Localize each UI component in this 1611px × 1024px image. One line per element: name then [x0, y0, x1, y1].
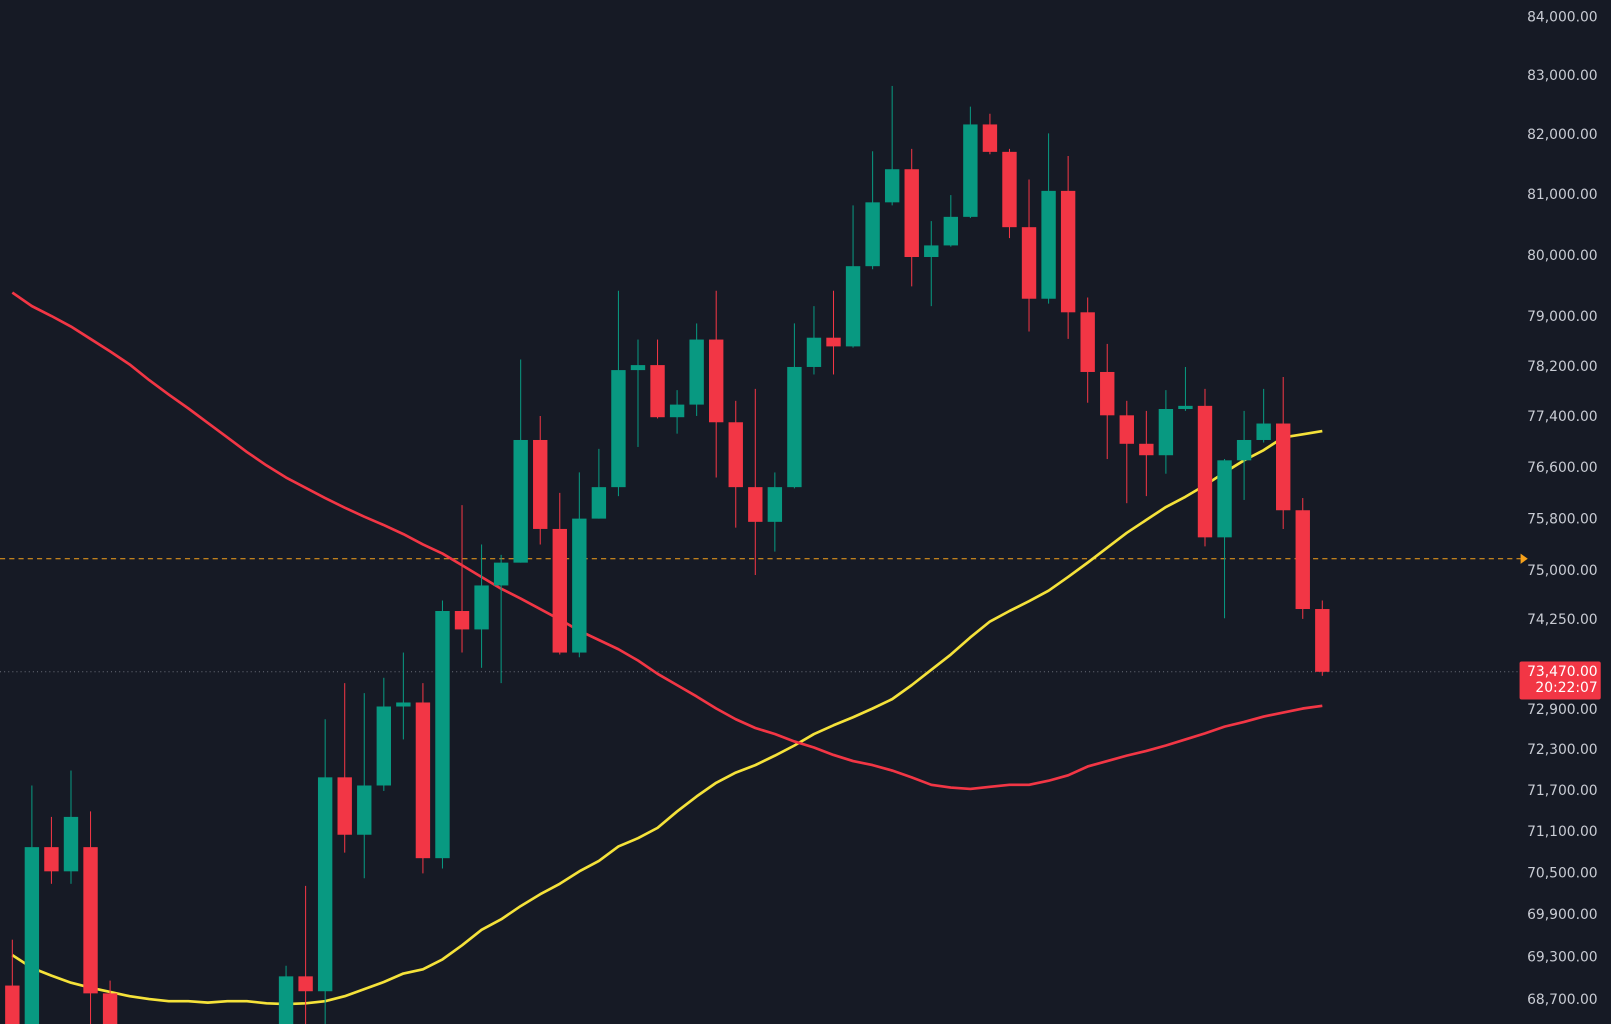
candle-body [1080, 312, 1095, 372]
candle-body [1100, 371, 1115, 416]
candle-body [865, 202, 880, 267]
candle-body [493, 562, 509, 586]
candle-body [689, 339, 704, 405]
candle-body [1178, 405, 1193, 410]
y-tick-label: 72,300.00 [1527, 742, 1598, 758]
candle-body [415, 702, 431, 859]
candle-body [102, 993, 118, 1024]
candle-body [630, 365, 646, 371]
candle-body [1119, 415, 1134, 444]
candle-body [904, 169, 919, 258]
y-tick-label: 69,900.00 [1527, 907, 1598, 923]
candle-body [572, 518, 587, 653]
y-tick-label: 84,000.00 [1527, 9, 1598, 25]
y-tick-label: 81,000.00 [1527, 187, 1598, 203]
candle-body [5, 985, 20, 1024]
candle-body [924, 245, 939, 258]
candle-body [728, 422, 743, 488]
y-tick-label: 78,200.00 [1527, 359, 1598, 375]
y-tick-label: 71,700.00 [1527, 783, 1598, 799]
candle-body [1295, 510, 1310, 610]
candle-body [454, 610, 470, 630]
candle-body [845, 266, 861, 347]
y-tick-label: 69,300.00 [1527, 949, 1598, 965]
candle-body [1217, 460, 1232, 538]
y-tick-label: 76,600.00 [1527, 460, 1598, 476]
candle-body [298, 976, 313, 992]
candle-body [1002, 151, 1017, 228]
candle-body [552, 528, 567, 653]
last-price-label: 73,470.00 [1527, 664, 1598, 680]
y-tick-label: 75,000.00 [1527, 563, 1598, 579]
candle-body [317, 777, 333, 992]
y-tick-label: 83,000.00 [1527, 68, 1598, 84]
y-tick-label: 72,900.00 [1527, 702, 1598, 718]
candle-body [1256, 423, 1271, 440]
moving-average-line [11, 291, 1323, 791]
candle-body [1276, 423, 1291, 511]
candle-body [943, 216, 959, 246]
y-tick-label: 77,400.00 [1527, 409, 1598, 425]
candle-body [376, 706, 392, 786]
candle-body [884, 169, 900, 203]
y-tick-label: 82,000.00 [1527, 127, 1598, 143]
candle-body [1041, 190, 1056, 299]
candle-body [533, 439, 548, 529]
candle-body [982, 124, 998, 152]
candle-body [1158, 409, 1174, 456]
y-tick-label: 68,700.00 [1527, 992, 1598, 1008]
candle-body [513, 439, 528, 563]
y-tick-label: 75,800.00 [1527, 511, 1598, 527]
candle-body [767, 487, 783, 522]
candle-body [396, 702, 411, 707]
candle-body [787, 366, 802, 488]
moving-average-line [11, 429, 1323, 1006]
candle-body [83, 847, 98, 994]
price-axis: 84,000.00 83,000.00 82,000.00 81,000.00 80,0… [1519, 9, 1601, 1008]
candle-body [63, 816, 79, 872]
candle-body [1060, 190, 1076, 313]
candle-body [650, 365, 665, 418]
candle-body [24, 847, 40, 1024]
y-tick-label: 71,100.00 [1527, 824, 1598, 840]
candle-body [806, 337, 822, 367]
candle-body [1139, 443, 1154, 456]
candle-body [1315, 609, 1330, 672]
candle-body [435, 610, 450, 859]
candle-body [44, 847, 59, 872]
y-tick-label: 79,000.00 [1527, 309, 1598, 325]
y-tick-label: 70,500.00 [1527, 865, 1598, 881]
countdown-label: 20:22:07 [1535, 680, 1597, 696]
candle-body [826, 337, 841, 347]
plot-area [0, 85, 1521, 1024]
candle-body [1197, 405, 1213, 538]
candle-body [591, 487, 607, 519]
candle-body [1236, 439, 1252, 461]
candle-body [709, 339, 724, 423]
candle-body [611, 370, 626, 488]
candle-body [357, 785, 372, 835]
candle-body [963, 124, 978, 217]
last-price-box [1519, 661, 1601, 700]
y-tick-label: 74,250.00 [1527, 612, 1598, 628]
candle-body [474, 585, 489, 630]
y-tick-label: 80,000.00 [1527, 248, 1598, 264]
candle-body [748, 487, 763, 522]
candle-body [669, 404, 685, 418]
candle-body [278, 976, 294, 1024]
candle-body [1021, 227, 1037, 299]
alert-marker [1520, 553, 1528, 564]
candle-body [337, 777, 352, 835]
